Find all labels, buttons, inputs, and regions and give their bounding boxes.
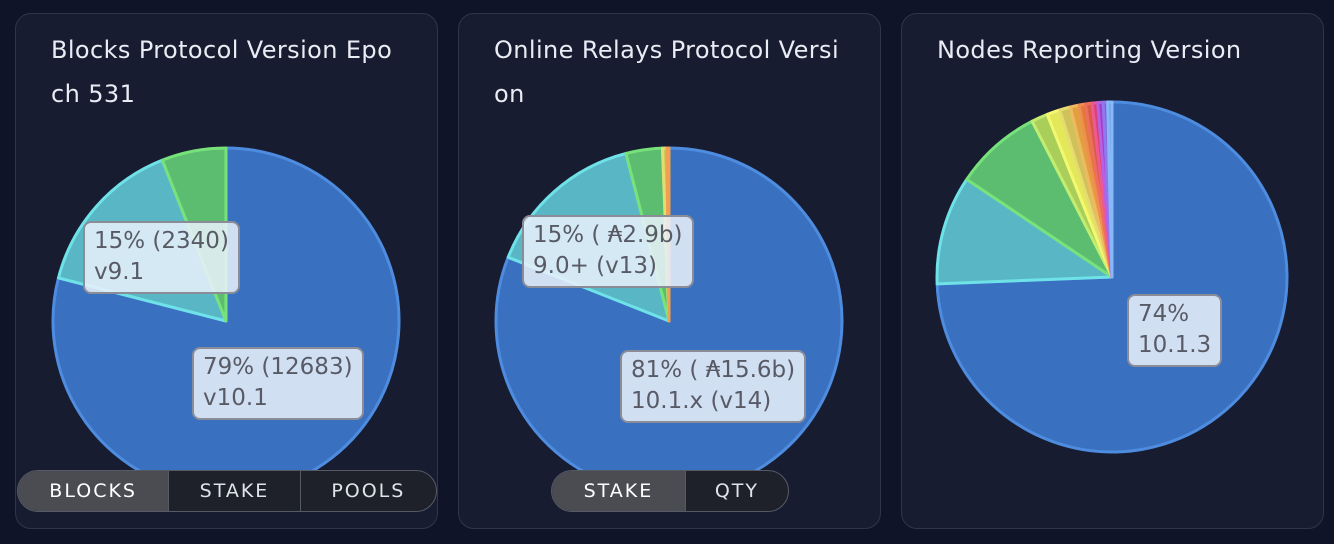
card-title: Nodes Reporting Version (937, 36, 1242, 64)
tooltip-value: 74% (1138, 301, 1190, 327)
slice-tooltip: 74% 10.1.3 (1127, 294, 1223, 367)
tooltip-label: 9.0+ (v13) (533, 253, 657, 279)
tooltip-label: 10.1.3 (1138, 332, 1212, 358)
pie-slice-2[interactable] (965, 119, 1114, 279)
tooltip-label: v10.1 (203, 385, 268, 411)
tooltip-value: 15% (2340) (94, 228, 229, 254)
card-title: Blocks Protocol Version Epoch 531 (51, 36, 393, 108)
tooltip-label: v9.1 (94, 259, 145, 285)
toggle-stake-button[interactable]: STAKE (168, 471, 299, 511)
chart-card-nodes: Nodes Reporting Version 74% 10.1.3 (901, 13, 1324, 529)
pie-slice-1[interactable] (935, 177, 1114, 286)
tooltip-label: 10.1.x (v14) (631, 388, 772, 414)
chart-card-blocks: Blocks Protocol Version Epoch 531 15% (2… (15, 13, 438, 529)
tooltip-value: 79% (12683) (203, 354, 353, 380)
toggle-qty-button[interactable]: QTY (684, 471, 788, 511)
tooltip-value: 15% ( ₳2.9b) (533, 222, 683, 248)
chart-card-relays: Online Relays Protocol Version 15% ( ₳2.… (458, 13, 881, 529)
pie-slice-12[interactable] (1106, 100, 1114, 279)
toggle-pools-button[interactable]: POOLS (299, 471, 436, 511)
card-title: Online Relays Protocol Version (494, 36, 840, 108)
metric-toggle: STAKE QTY (551, 470, 789, 512)
slice-tooltip: 15% (2340) v9.1 (83, 221, 240, 294)
slice-tooltip: 79% (12683) v10.1 (192, 347, 364, 420)
metric-toggle: BLOCKS STAKE POOLS (17, 470, 437, 512)
pie-chart-nodes (935, 100, 1289, 454)
tooltip-value: 81% ( ₳15.6b) (631, 357, 796, 383)
toggle-blocks-button[interactable]: BLOCKS (18, 471, 169, 511)
slice-tooltip: 81% ( ₳15.6b) 10.1.x (v14) (620, 350, 807, 423)
toggle-stake-button[interactable]: STAKE (552, 471, 685, 511)
slice-tooltip: 15% ( ₳2.9b) 9.0+ (v13) (522, 215, 694, 288)
